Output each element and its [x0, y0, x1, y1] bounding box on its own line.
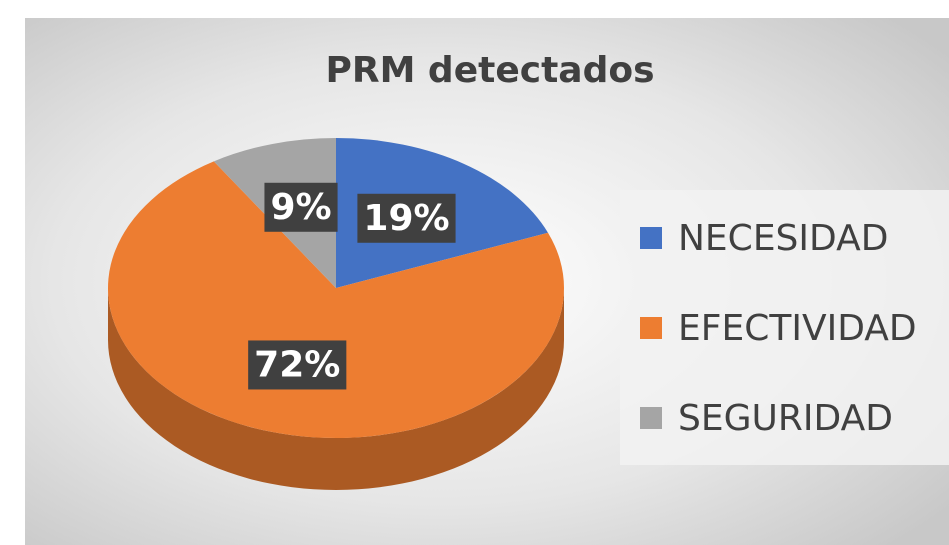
- legend-label: SEGURIDAD: [678, 398, 893, 439]
- legend-swatch: [640, 407, 662, 429]
- chart-title: PRM detectados: [325, 50, 654, 91]
- legend-label: EFECTIVIDAD: [678, 308, 917, 349]
- data-label-box: [264, 182, 338, 232]
- data-label-box: [248, 340, 347, 390]
- legend-label: NECESIDAD: [678, 218, 888, 259]
- slice-side: [108, 288, 564, 490]
- legend: NECESIDAD EFECTIVIDAD SEGURIDAD: [640, 218, 917, 439]
- data-label: 19%: [363, 198, 449, 239]
- data-label: 72%: [254, 344, 340, 385]
- data-label-box: [357, 193, 456, 243]
- slice: [107, 161, 565, 439]
- legend-box: [620, 190, 949, 465]
- legend-swatch: [640, 317, 662, 339]
- data-labels: 19% 72% 9%: [248, 182, 456, 390]
- legend-swatch: [640, 227, 662, 249]
- data-label: 9%: [270, 187, 331, 228]
